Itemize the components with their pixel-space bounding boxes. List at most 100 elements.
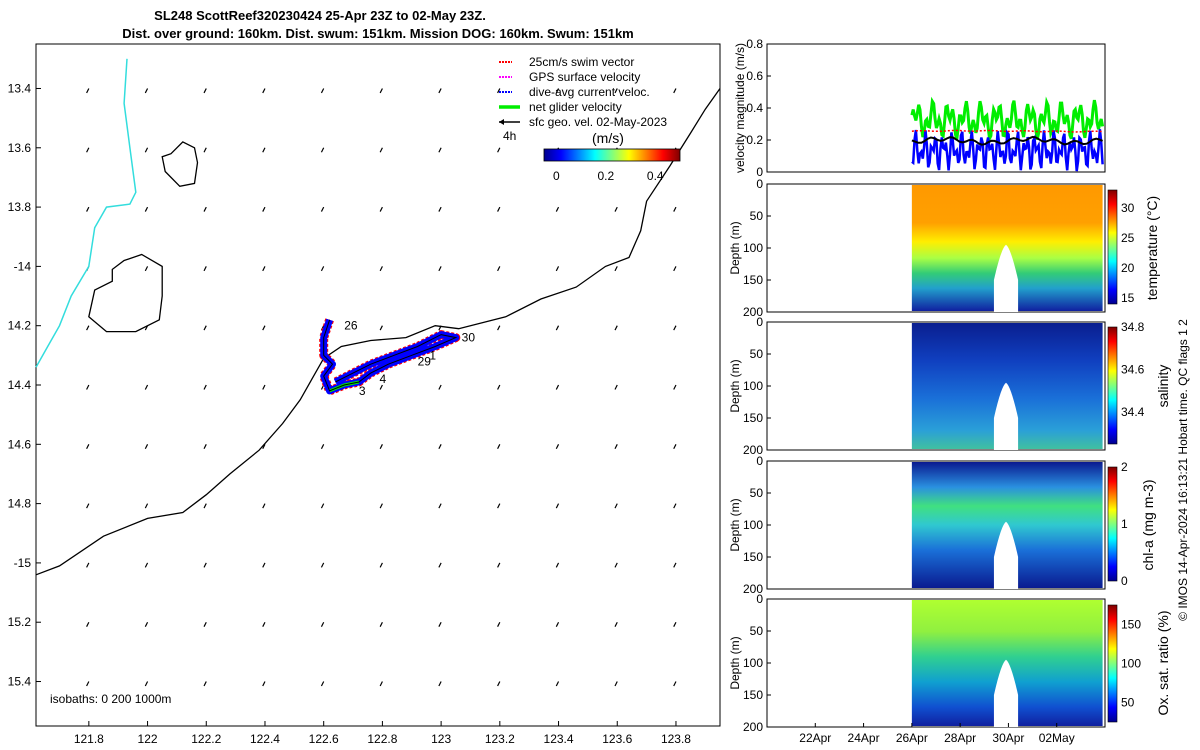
map-y-tick-label: 15.4 <box>8 675 32 689</box>
oxygen-colorbar-ticks: 50 100 150 <box>1121 618 1141 710</box>
depth-tick-label: 100 <box>743 241 763 255</box>
map-x-tick-label: 123.6 <box>602 732 632 746</box>
depth-tick-label: 100 <box>743 379 763 393</box>
current-vector <box>144 266 149 272</box>
velocity-y-tick-label: 0.8 <box>746 37 763 51</box>
legend-entry-swim-vector: 25cm/s swim vector <box>499 55 634 69</box>
current-vector <box>497 147 501 153</box>
depth-tick-label: 100 <box>743 656 763 670</box>
current-vector <box>203 562 207 568</box>
current-vector <box>320 562 325 568</box>
depth-tick-label: 200 <box>743 305 763 319</box>
annotation-4h: 4h <box>503 129 516 143</box>
current-vector <box>673 562 677 568</box>
current-vector <box>673 444 677 450</box>
current-vector <box>144 681 149 687</box>
current-vector <box>438 444 442 450</box>
isobath-200m-line <box>35 88 721 576</box>
current-vector <box>555 325 560 331</box>
legend-entry-gps-velocity: GPS surface velocity <box>499 70 640 84</box>
current-vector <box>203 266 207 272</box>
oxygen-field <box>911 600 1103 727</box>
temperature-colorbar-label: temperature (°C) <box>1144 196 1160 300</box>
current-vector <box>262 444 266 450</box>
current-vector <box>86 444 90 450</box>
current-vector <box>614 621 618 627</box>
imos-credit: © IMOS 14-Apr-2024 16:13:21 Hobart time.… <box>1176 319 1190 621</box>
colorbar-tick-label: 2 <box>1121 460 1128 474</box>
time-tick-label: 30Apr <box>992 731 1024 745</box>
current-vector <box>86 621 90 627</box>
depth-tick-label: 50 <box>750 347 764 361</box>
current-vector <box>673 621 677 627</box>
depth-tick-label: 150 <box>743 411 763 425</box>
current-vector <box>144 384 149 390</box>
map-y-tick-label: -15 <box>14 556 32 570</box>
current-vector <box>438 621 442 627</box>
map-y-tick-label: 13.6 <box>8 141 32 155</box>
current-vector <box>379 206 383 212</box>
chla-panel: 0 50 100 150 200 Depth (m) 0 1 2 chl-a (mg m-3… <box>728 454 1156 596</box>
current-vector <box>438 147 442 153</box>
track-path <box>323 319 458 392</box>
legend-label: GPS surface velocity <box>529 70 640 84</box>
current-vector <box>673 503 677 509</box>
current-vector <box>144 206 149 212</box>
time-tick-label: 02May <box>1039 731 1075 745</box>
velocity-y-ticks: 0 0.2 0.4 0.6 0.8 <box>746 37 771 179</box>
map-x-ticks: 121.8 122 122.2 122.4 122.6 122.8 123 123.2 123.… <box>74 721 691 746</box>
current-vector <box>673 266 677 272</box>
no-data-gap <box>993 659 1019 727</box>
current-vector <box>203 88 207 94</box>
current-vector <box>262 384 266 390</box>
current-vector <box>379 621 383 627</box>
current-vector <box>555 266 560 272</box>
current-vector <box>379 681 383 687</box>
current-vector <box>379 88 383 94</box>
current-vector <box>86 325 90 331</box>
current-vector <box>262 147 266 153</box>
colorbar-tick-label: 34.8 <box>1121 320 1145 334</box>
depth-tick-label: 150 <box>743 273 763 287</box>
colorbar-tick-label: 25 <box>1121 231 1135 245</box>
current-vector <box>262 681 266 687</box>
no-data-gap <box>993 244 1019 312</box>
oxygen-x-ticks: 22Apr 24Apr 26Apr 28Apr 30Apr 02May <box>799 723 1075 745</box>
current-vector <box>86 206 90 212</box>
day-label: 26 <box>344 319 358 333</box>
current-vector <box>555 206 560 212</box>
no-data-gap <box>993 521 1019 589</box>
current-vector <box>497 681 501 687</box>
current-vector <box>203 444 207 450</box>
day-label: 30 <box>462 331 476 345</box>
current-vector <box>203 681 207 687</box>
current-vector <box>144 88 149 94</box>
current-vector <box>614 325 618 331</box>
map-x-tick-label: 123.8 <box>661 732 691 746</box>
chla-colorbar <box>1107 466 1118 582</box>
salinity-panel: 0 50 100 150 200 Depth (m) 34.4 34.6 34.8 sali… <box>728 315 1171 457</box>
current-vector <box>497 325 501 331</box>
current-vector <box>438 206 442 212</box>
current-vector <box>438 562 442 568</box>
current-vector <box>203 621 207 627</box>
current-vector <box>614 503 618 509</box>
current-vector <box>673 88 677 94</box>
current-vector <box>144 503 149 509</box>
map-x-tick-label: 123.2 <box>485 732 515 746</box>
reef-outline-north <box>161 141 199 188</box>
map-x-tick-label: 122.4 <box>250 732 280 746</box>
time-tick-label: 22Apr <box>799 731 831 745</box>
legend-entry-dive-avg: dive-avg current veloc. <box>499 85 650 99</box>
legend-entry-net-velocity: net glider velocity <box>499 100 622 114</box>
current-vector <box>379 503 383 509</box>
current-vector <box>438 266 442 272</box>
oxygen-colorbar-label: Ox. sat. ratio (%) <box>1155 610 1171 715</box>
current-vector <box>262 206 266 212</box>
depth-tick-label: 150 <box>743 688 763 702</box>
oxygen-colorbar <box>1107 604 1118 723</box>
velocity-y-tick-label: 0.2 <box>746 133 763 147</box>
day-label: 1 <box>429 348 436 362</box>
chla-colorbar-label: chl-a (mg m-3) <box>1140 479 1156 570</box>
current-vector <box>614 266 618 272</box>
